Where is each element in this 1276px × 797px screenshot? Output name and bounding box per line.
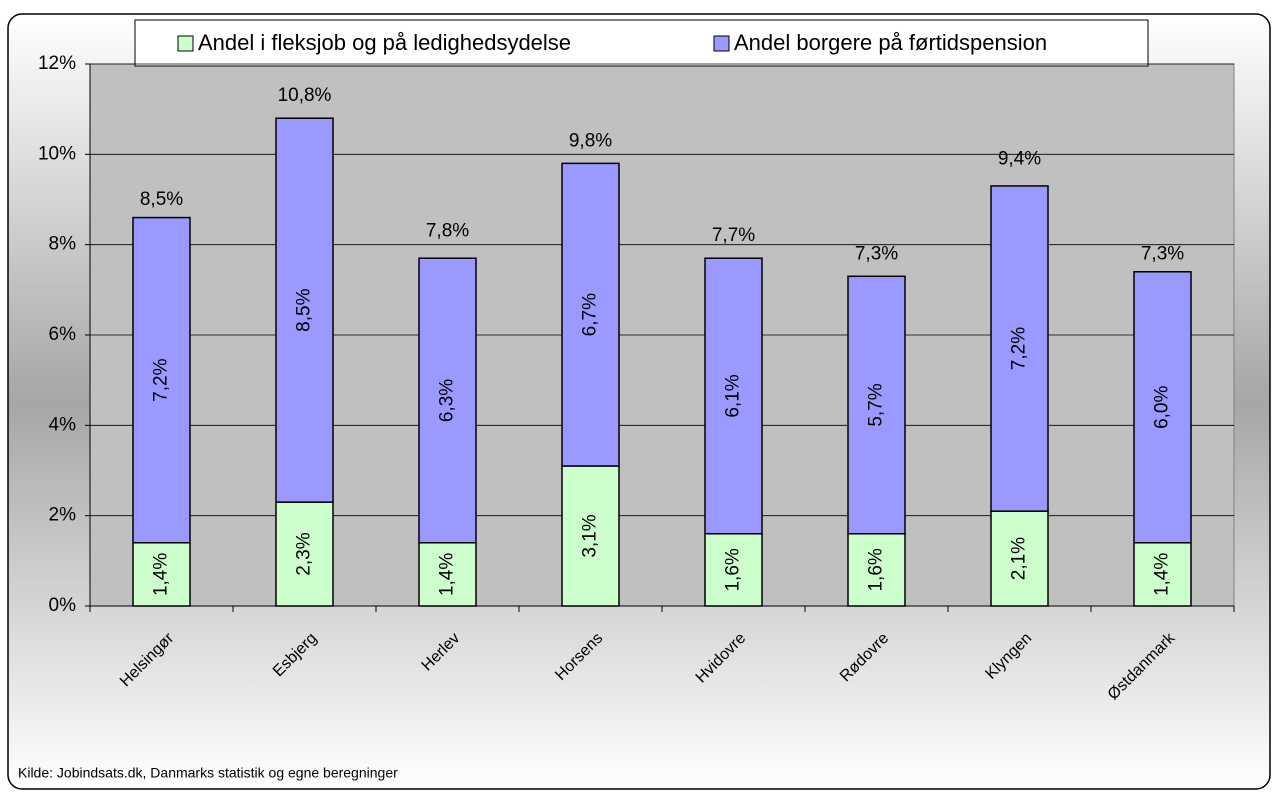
bar-segment — [1133, 542, 1192, 607]
data-label: 1,6% — [866, 548, 887, 591]
bar-segment — [704, 532, 763, 607]
bar-segment — [990, 185, 1049, 512]
data-label: 8,5% — [294, 288, 315, 331]
data-label: 6,3% — [437, 379, 458, 422]
data-label: 7,2% — [151, 358, 172, 401]
bar-segment — [847, 532, 906, 607]
y-tick-label: 12% — [38, 53, 76, 74]
total-label: 8,5% — [140, 189, 183, 210]
legend-label: Andel i fleksjob og på ledighedsydelse — [198, 30, 571, 55]
data-label: 3,1% — [580, 514, 601, 557]
data-label: 6,1% — [723, 374, 744, 417]
total-label: 10,8% — [278, 85, 332, 106]
total-label: 7,8% — [426, 221, 469, 242]
total-label: 7,7% — [712, 225, 755, 246]
bar-segment — [704, 257, 763, 535]
data-label: 5,7% — [866, 383, 887, 426]
bar-segment — [1133, 271, 1192, 544]
data-label: 2,3% — [294, 532, 315, 575]
y-tick-label: 2% — [49, 505, 77, 526]
bar-segment — [132, 542, 191, 607]
bar-segment — [561, 162, 620, 467]
y-tick-label: 0% — [49, 595, 77, 616]
bar-segment — [990, 510, 1049, 607]
y-tick-label: 6% — [49, 324, 77, 345]
data-label: 6,0% — [1152, 386, 1173, 429]
bar-segment — [132, 216, 191, 544]
total-label: 9,4% — [998, 148, 1041, 169]
bar-segment — [418, 257, 477, 544]
bar-segment — [275, 501, 334, 607]
bar-segment — [275, 117, 334, 503]
source: Kilde: Jobindsats.dk, Danmarks statistik… — [18, 765, 398, 781]
data-label: 1,4% — [151, 553, 172, 596]
y-tick-label: 10% — [38, 143, 76, 164]
y-tick-label: 8% — [49, 234, 77, 255]
bar-segment — [847, 275, 906, 535]
total-label: 9,8% — [569, 130, 612, 151]
legend-swatch — [177, 35, 194, 52]
legend-label: Andel borgere på førtidspension — [734, 30, 1047, 55]
bar-segment — [418, 542, 477, 607]
bar-segment — [561, 465, 620, 607]
data-label: 1,4% — [437, 553, 458, 596]
data-label: 1,6% — [723, 548, 744, 591]
data-label: 6,7% — [580, 293, 601, 336]
data-label: 2,1% — [1009, 537, 1030, 580]
data-label: 1,4% — [1152, 553, 1173, 596]
y-tick-label: 4% — [49, 414, 77, 435]
total-label: 7,3% — [1141, 243, 1184, 264]
legend — [134, 19, 1149, 67]
data-label: 7,2% — [1009, 327, 1030, 370]
total-label: 7,3% — [855, 243, 898, 264]
legend-swatch — [713, 35, 730, 52]
